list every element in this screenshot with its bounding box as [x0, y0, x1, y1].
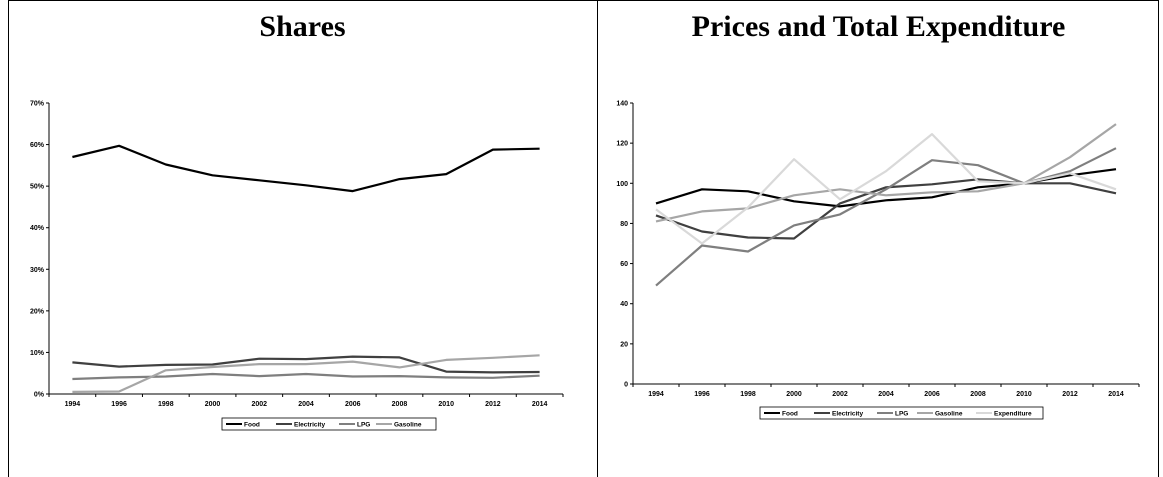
x-tick-label: 1994	[65, 401, 81, 408]
shares-chart-title: Shares	[259, 10, 346, 43]
x-tick-label: 2002	[251, 401, 267, 408]
x-tick-label: 2012	[485, 401, 501, 408]
legend-label-lpg: LPG	[357, 421, 370, 428]
y-tick-label: 60%	[30, 142, 45, 149]
figure-frame	[8, 0, 1159, 477]
x-tick-label: 2014	[532, 401, 548, 408]
series-line-gasoline	[72, 354, 540, 393]
series-line-lpg	[72, 372, 540, 381]
legend-label-electricity: Electricity	[294, 421, 325, 428]
y-tick-label: 70%	[30, 101, 45, 108]
x-tick-label: 1996	[111, 401, 127, 408]
series-line-food	[72, 144, 540, 193]
y-tick-label: 40%	[30, 225, 45, 232]
y-tick-label: 0%	[34, 392, 45, 399]
legend-label-food: Food	[244, 421, 260, 428]
x-tick-label: 2004	[298, 401, 314, 408]
x-tick-label: 2006	[345, 401, 361, 408]
y-tick-label: 50%	[30, 184, 45, 191]
legend-label-gasoline: Gasoline	[394, 421, 422, 428]
x-tick-label: 2000	[205, 401, 221, 408]
panel-divider	[597, 0, 598, 477]
y-tick-label: 10%	[30, 350, 45, 357]
x-tick-label: 2010	[438, 401, 454, 408]
y-tick-label: 20%	[30, 308, 45, 315]
x-tick-label: 2008	[392, 401, 408, 408]
x-tick-label: 1998	[158, 401, 174, 408]
y-tick-label: 30%	[30, 267, 45, 274]
legend-box	[221, 417, 437, 431]
series-line-electricity	[72, 355, 540, 374]
prices-chart-title: Prices and Total Expenditure	[691, 10, 1066, 43]
